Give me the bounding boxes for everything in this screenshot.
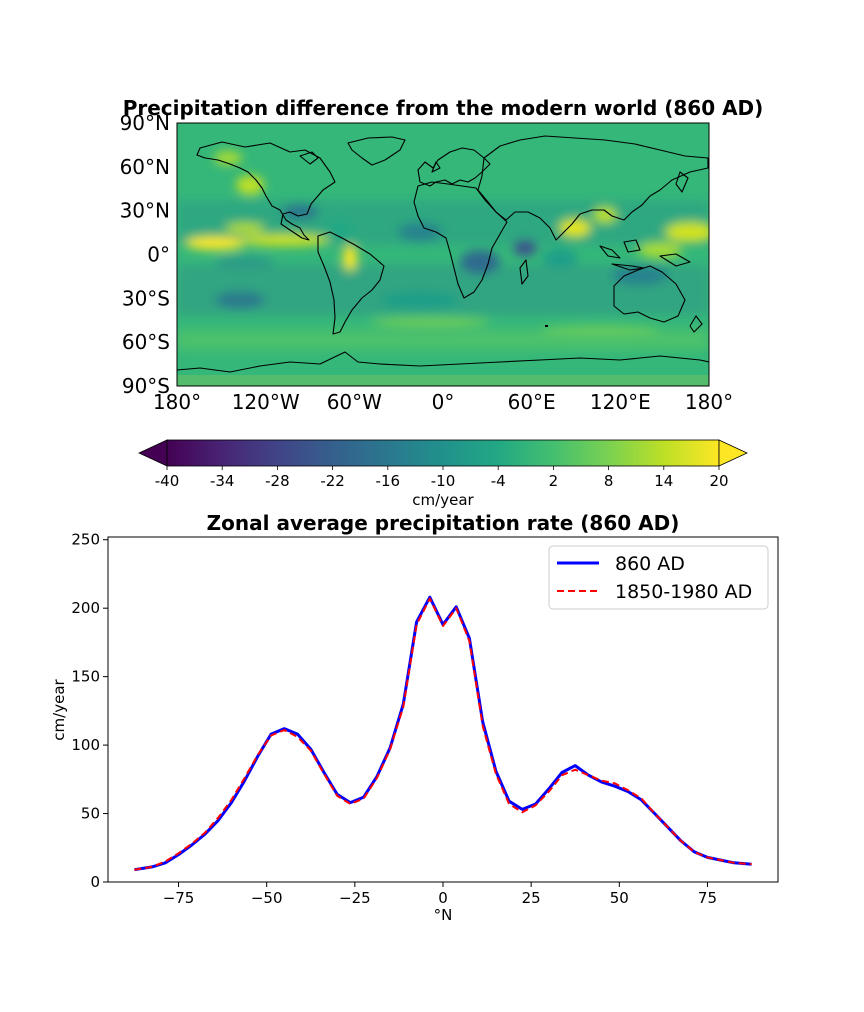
colorbar-tick-label: -16 bbox=[376, 472, 401, 490]
x-tick-label: −25 bbox=[339, 889, 371, 907]
chart-title: Zonal average precipitation rate (860 AD… bbox=[207, 511, 680, 535]
x-axis-ticks: −75 −50 −25 0 25 50 75 bbox=[163, 882, 717, 907]
map-lat-tick-label: 60°S bbox=[122, 330, 170, 354]
anomaly-field bbox=[177, 151, 709, 350]
map-lon-tick-label: 0° bbox=[432, 390, 455, 414]
colorbar-tick-label: 2 bbox=[549, 472, 559, 490]
x-tick-label: 75 bbox=[698, 889, 717, 907]
legend-box bbox=[548, 545, 769, 610]
y-axis-label: cm/year bbox=[50, 678, 68, 740]
colorbar-gradient bbox=[166, 439, 720, 467]
series-line-1850-1980ad bbox=[134, 597, 752, 871]
colorbar-ticks: -40 -34 -28 -22 -16 -10 -4 2 8 14 20 bbox=[155, 466, 729, 490]
x-tick-label: −75 bbox=[163, 889, 195, 907]
colorbar-tick-label: -4 bbox=[491, 472, 506, 490]
precip-difference-map bbox=[177, 123, 709, 386]
colorbar-tick-label: -22 bbox=[320, 472, 345, 490]
legend: 860 AD 1850-1980 AD bbox=[548, 545, 769, 610]
coastlines bbox=[177, 135, 709, 373]
legend-label-860ad: 860 AD bbox=[615, 553, 685, 575]
map-lon-tick-label: 60°W bbox=[327, 390, 382, 414]
x-tick-label: 50 bbox=[610, 889, 629, 907]
x-tick-label: 0 bbox=[438, 889, 448, 907]
colorbar-tick-label: 20 bbox=[709, 472, 728, 490]
x-axis-label: °N bbox=[434, 906, 453, 924]
x-tick-label: −50 bbox=[251, 889, 283, 907]
map-latitude-ticks: 90°N 60°N 30°N 0° 30°S 60°S 90°S bbox=[120, 111, 170, 398]
y-tick-label: 0 bbox=[90, 873, 100, 891]
colorbar-tick-label: -28 bbox=[265, 472, 290, 490]
map-lon-tick-label: 180° bbox=[685, 390, 733, 414]
x-tick-label: 25 bbox=[522, 889, 541, 907]
colorbar-tick-label: -10 bbox=[431, 472, 456, 490]
map-title: Precipitation difference from the modern… bbox=[123, 96, 764, 120]
map-lat-tick-label: 30°N bbox=[120, 199, 170, 223]
map-lat-tick-label: 90°S bbox=[122, 374, 170, 398]
y-tick-label: 200 bbox=[71, 599, 100, 617]
map-lat-tick-label: 60°N bbox=[120, 155, 170, 179]
map-lon-tick-label: 60°E bbox=[508, 390, 556, 414]
map-lat-tick-label: 90°N bbox=[120, 111, 170, 135]
series-lines bbox=[134, 595, 752, 872]
map-lon-tick-label: 120°W bbox=[232, 390, 300, 414]
y-tick-label: 100 bbox=[71, 736, 100, 754]
map-frame bbox=[176, 122, 710, 387]
colorbar-tick-label: -40 bbox=[155, 472, 180, 490]
map-lat-tick-label: 30°S bbox=[122, 286, 170, 310]
colorbar-extend-low bbox=[138, 439, 168, 467]
y-tick-label: 150 bbox=[71, 668, 100, 686]
map-longitude-ticks: 180° 120°W 60°W 0° 60°E 120°E 180° bbox=[153, 390, 733, 414]
colorbar-tick-label: -34 bbox=[210, 472, 235, 490]
map-lon-tick-label: 180° bbox=[153, 390, 201, 414]
y-tick-label: 50 bbox=[81, 805, 100, 823]
y-axis-ticks: 0 50 100 150 200 250 bbox=[71, 531, 108, 891]
colorbar: -40 -34 -28 -22 -16 -10 -4 2 8 14 20 cm/year bbox=[138, 439, 748, 509]
legend-label-1850-1980ad: 1850-1980 AD bbox=[615, 581, 752, 603]
colorbar-tick-label: 14 bbox=[654, 472, 673, 490]
y-tick-label: 250 bbox=[71, 531, 100, 549]
map-lon-tick-label: 120°E bbox=[590, 390, 651, 414]
map-lat-tick-label: 0° bbox=[147, 243, 170, 267]
colorbar-label: cm/year bbox=[412, 491, 474, 509]
colorbar-tick-label: 8 bbox=[604, 472, 614, 490]
colorbar-extend-high bbox=[718, 439, 748, 467]
